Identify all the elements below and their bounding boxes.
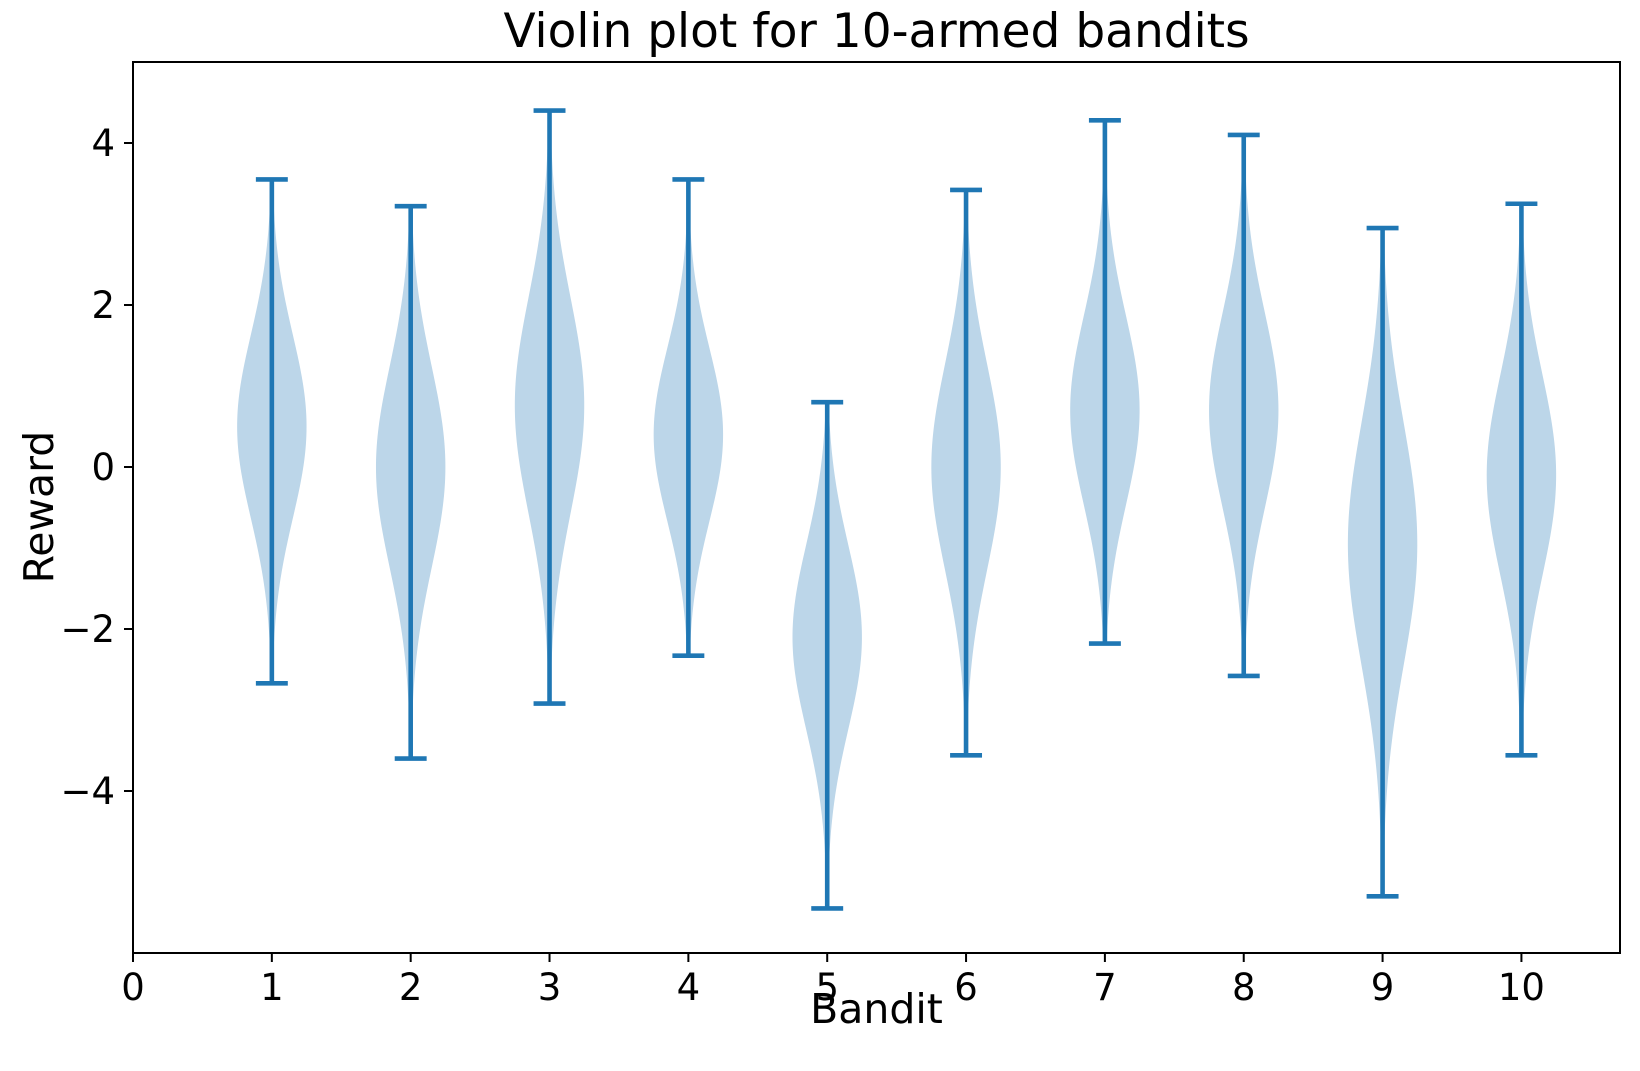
y-tick-label: −4	[60, 770, 115, 813]
y-tick-label: 0	[91, 446, 115, 489]
x-tick-label: 5	[815, 966, 839, 1009]
x-tick-label: 0	[121, 966, 145, 1009]
plot-border	[132, 61, 1621, 954]
x-tick-label: 7	[1093, 966, 1117, 1009]
x-tick-label: 6	[954, 966, 978, 1009]
y-tick-label: 2	[91, 284, 115, 327]
x-tick-label: 10	[1498, 966, 1545, 1009]
chart-title: Violin plot for 10-armed bandits	[503, 4, 1250, 59]
x-tick-label: 1	[260, 966, 284, 1009]
x-tick-label: 3	[538, 966, 562, 1009]
x-tick-label: 9	[1371, 966, 1395, 1009]
x-tick-label: 8	[1232, 966, 1256, 1009]
x-axis-label: Bandit	[810, 985, 943, 1033]
x-tick-label: 4	[677, 966, 701, 1009]
y-tick-label: 4	[91, 122, 115, 165]
x-tick-label: 2	[399, 966, 423, 1009]
y-tick-label: −2	[60, 608, 115, 651]
